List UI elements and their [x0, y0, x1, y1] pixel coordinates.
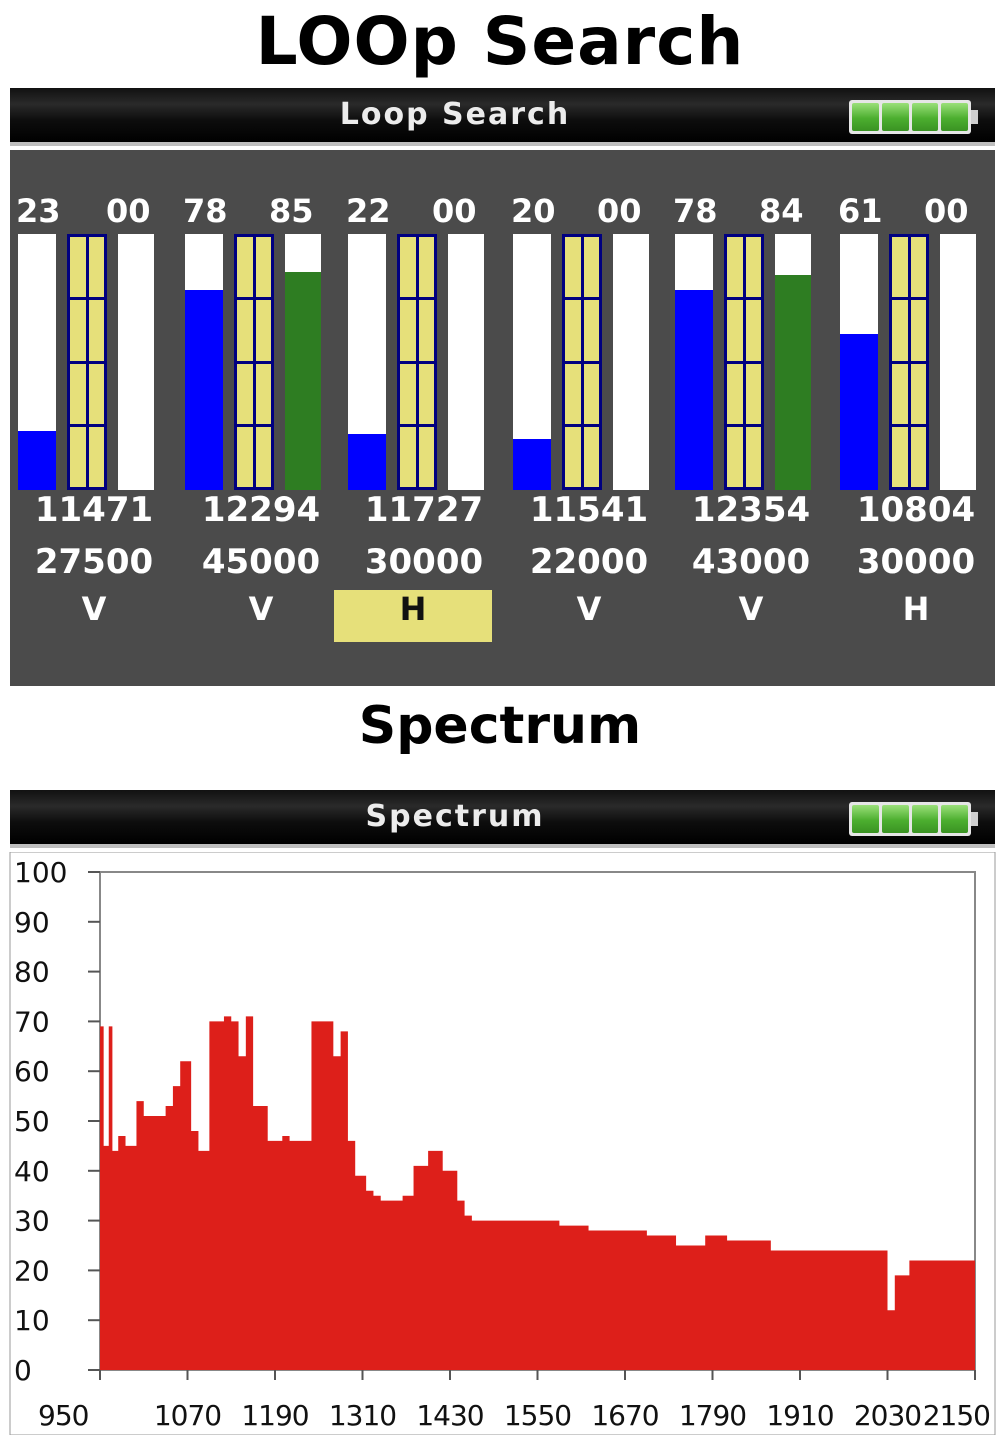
signal-quality-value: 00 — [597, 192, 642, 230]
frequency-value: 12354 — [691, 490, 811, 530]
signal-level-value: 61 — [838, 192, 883, 230]
x-tick-label: 1550 — [504, 1399, 571, 1432]
signal-quality-bar — [613, 234, 649, 490]
ladder-meter — [724, 234, 764, 490]
signal-level-fill — [513, 438, 551, 490]
y-tick-label: 100 — [14, 856, 67, 889]
polarization-value[interactable]: H — [902, 590, 930, 628]
symbol-rate-value: 27500 — [34, 542, 154, 582]
signal-level-fill — [185, 290, 223, 490]
ladder-meter — [67, 234, 107, 490]
signal-quality-fill — [285, 272, 321, 490]
signal-quality-bar — [775, 234, 811, 490]
signal-level-fill — [840, 333, 878, 490]
frequency-value: 11727 — [364, 490, 484, 530]
x-tick-label: 1430 — [416, 1399, 483, 1432]
loop-search-heading: LOOp Search — [255, 3, 745, 80]
loop-search-title: Loop Search — [339, 97, 571, 132]
x-tick-label: 2150 — [923, 1399, 990, 1432]
frequency-value: 11541 — [529, 490, 649, 530]
y-tick-label: 80 — [14, 956, 50, 989]
y-tick-label: 90 — [14, 906, 50, 939]
polarization-value[interactable]: V — [576, 590, 602, 628]
x-tick-label: 1070 — [154, 1399, 221, 1432]
y-tick-label: 10 — [14, 1304, 50, 1337]
x-tick-label: 1670 — [591, 1399, 658, 1432]
frequency-value: 10804 — [856, 490, 976, 530]
y-tick-label: 30 — [14, 1205, 50, 1238]
signal-level-bar — [348, 234, 386, 490]
polarization-selected[interactable]: H — [334, 590, 492, 642]
ladder-meter — [889, 234, 929, 490]
signal-level-value: 78 — [673, 192, 718, 230]
polarization-value[interactable]: V — [738, 590, 764, 628]
signal-level-bar — [675, 234, 713, 490]
ladder-meter — [397, 234, 437, 490]
y-tick-label: 20 — [14, 1254, 50, 1287]
signal-level-bar — [18, 234, 56, 490]
polarization-value[interactable]: V — [248, 590, 274, 628]
x-tick-label: 1790 — [679, 1399, 746, 1432]
spectrum-heading: Spectrum — [358, 696, 642, 756]
signal-quality-value: 84 — [759, 192, 804, 230]
x-tick-label: 950 — [38, 1399, 88, 1432]
spectrum-area — [100, 1016, 975, 1370]
frequency-value: 11471 — [34, 490, 154, 530]
signal-level-bar — [185, 234, 223, 490]
loop-search-titlebar: Loop Search — [10, 88, 995, 146]
spectrum-titlebar: Spectrum — [10, 790, 995, 848]
signal-level-value: 22 — [346, 192, 391, 230]
signal-quality-bar — [285, 234, 321, 490]
x-tick-label: 1310 — [329, 1399, 396, 1432]
signal-quality-bar — [448, 234, 484, 490]
y-tick-label: 50 — [14, 1105, 50, 1138]
signal-quality-bar — [118, 234, 154, 490]
symbol-rate-value: 30000 — [856, 542, 976, 582]
signal-level-fill — [675, 290, 713, 490]
spectrum-title: Spectrum — [365, 799, 545, 834]
signal-quality-fill — [775, 274, 811, 490]
signal-level-value: 20 — [511, 192, 556, 230]
y-tick-label: 40 — [14, 1155, 50, 1188]
signal-level-value: 78 — [183, 192, 228, 230]
battery-icon — [849, 100, 978, 134]
signal-quality-value: 00 — [432, 192, 477, 230]
frequency-value: 12294 — [201, 490, 321, 530]
ladder-meter — [234, 234, 274, 490]
symbol-rate-value: 30000 — [364, 542, 484, 582]
symbol-rate-value: 22000 — [529, 542, 649, 582]
y-tick-label: 0 — [14, 1354, 32, 1387]
x-tick-label: 1910 — [766, 1399, 833, 1432]
y-tick-label: 60 — [14, 1055, 50, 1088]
signal-level-fill — [348, 433, 386, 490]
signal-level-bar — [513, 234, 551, 490]
loop-search-panel: 23 00 11471 27500 V 78 85 12294 45000 V 22 00 11727 3… — [10, 150, 995, 686]
x-tick-label: 1190 — [241, 1399, 308, 1432]
signal-quality-value: 00 — [106, 192, 151, 230]
signal-quality-bar — [940, 234, 976, 490]
signal-quality-value: 85 — [269, 192, 314, 230]
symbol-rate-value: 45000 — [201, 542, 321, 582]
polarization-value[interactable]: V — [81, 590, 107, 628]
signal-level-bar — [840, 234, 878, 490]
battery-icon — [849, 802, 978, 836]
x-tick-label: 2030 — [854, 1399, 921, 1432]
ladder-meter — [562, 234, 602, 490]
y-tick-label: 70 — [14, 1005, 50, 1038]
symbol-rate-value: 43000 — [691, 542, 811, 582]
signal-level-value: 23 — [16, 192, 61, 230]
signal-level-fill — [18, 431, 56, 490]
signal-quality-value: 00 — [924, 192, 969, 230]
